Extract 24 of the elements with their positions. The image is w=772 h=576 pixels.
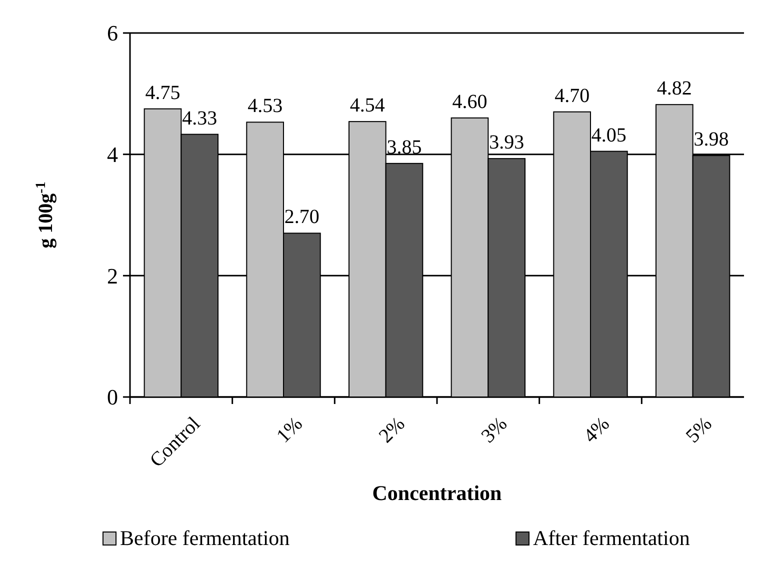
data-label: 2.70 xyxy=(284,206,320,228)
data-label: 4.54 xyxy=(350,94,385,117)
y-tick-label: 2 xyxy=(107,263,118,288)
x-tick-label: 5% xyxy=(682,412,716,448)
x-tick-label: 1% xyxy=(272,412,307,448)
data-label: 4.60 xyxy=(452,90,488,113)
data-label: 3.93 xyxy=(489,132,524,154)
data-label: 4.70 xyxy=(554,84,590,107)
x-tick-label: 2% xyxy=(374,412,410,448)
legend-label: Before fermentation xyxy=(120,526,290,550)
data-label: 4.82 xyxy=(656,78,692,100)
legend-label: After fermentation xyxy=(533,526,690,550)
x-tick-label: 3% xyxy=(477,412,512,448)
data-label: 4.75 xyxy=(145,82,180,104)
y-tick-label: 0 xyxy=(107,384,118,410)
x-tick-label: 4% xyxy=(580,412,614,448)
data-label: 3.98 xyxy=(694,128,729,151)
y-tick-label: 4 xyxy=(107,142,118,168)
x-axis-title: Concentration xyxy=(372,481,502,505)
data-label: 4.53 xyxy=(248,95,283,118)
y-tick-label: 6 xyxy=(107,20,118,46)
data-label: 3.85 xyxy=(386,136,422,158)
data-label: 4.05 xyxy=(591,124,626,146)
data-label: 4.33 xyxy=(182,107,218,130)
